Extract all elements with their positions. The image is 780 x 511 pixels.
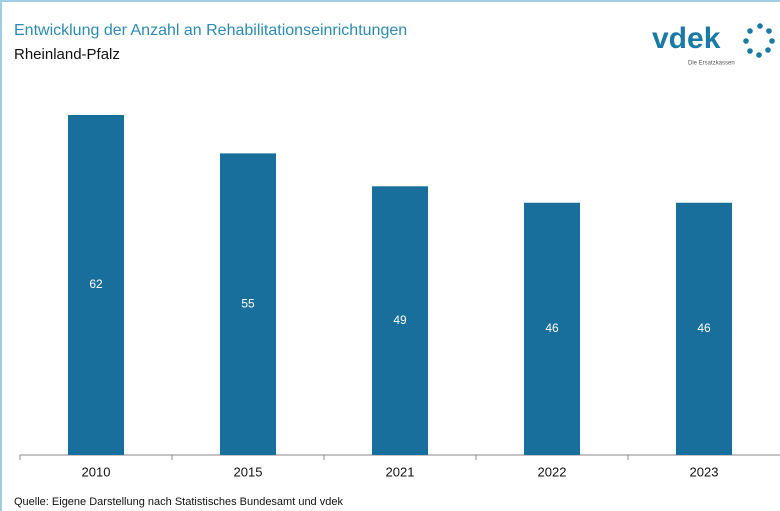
value-label: 62 [89, 277, 103, 291]
bar [524, 202, 580, 455]
logo: vdek Die Ersatzkassen [652, 22, 775, 67]
x-tick-label: 2022 [538, 464, 567, 479]
chart-subtitle: Rheinland-Pfalz [14, 46, 120, 63]
source: Quelle: Eigene Darstellung nach Statisti… [14, 496, 343, 508]
x-tick-label: 2010 [82, 464, 111, 479]
x-tick-label: 2023 [690, 464, 719, 479]
bar [372, 186, 428, 455]
value-label: 49 [393, 313, 407, 327]
x-tick-label: 2015 [234, 464, 263, 479]
x-tick-label: 2021 [386, 464, 415, 479]
logo-dots [743, 23, 775, 58]
bar [220, 153, 276, 456]
chart-title: Entwicklung der Anzahl an Rehabilitation… [14, 22, 407, 39]
logo-tagline: Die Ersatzkassen [688, 61, 735, 67]
logo-text: vdek [652, 22, 721, 55]
bar [68, 115, 124, 455]
value-label: 46 [545, 321, 559, 335]
value-label: 46 [697, 321, 711, 335]
bar [676, 202, 732, 455]
value-label: 55 [241, 296, 255, 310]
